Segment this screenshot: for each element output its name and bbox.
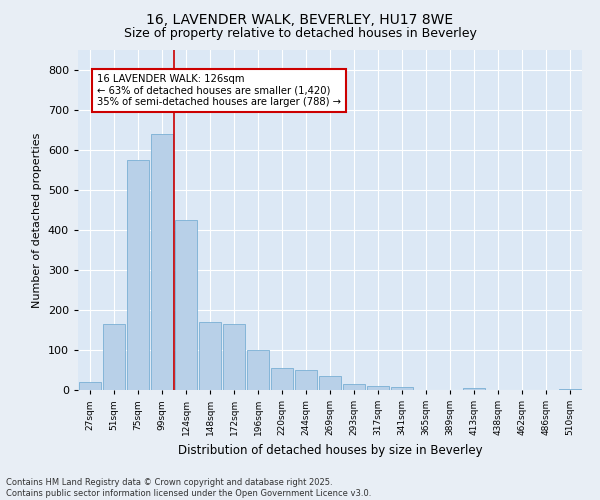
Bar [199,322,221,390]
Bar [391,387,413,390]
X-axis label: Distribution of detached houses by size in Beverley: Distribution of detached houses by size … [178,444,482,456]
Y-axis label: Number of detached properties: Number of detached properties [32,132,42,308]
Bar [247,350,269,390]
Text: Size of property relative to detached houses in Beverley: Size of property relative to detached ho… [124,28,476,40]
Bar [271,368,293,390]
Bar [319,376,341,390]
Text: 16 LAVENDER WALK: 126sqm
← 63% of detached houses are smaller (1,420)
35% of sem: 16 LAVENDER WALK: 126sqm ← 63% of detach… [97,74,341,107]
Bar [295,370,317,390]
Bar [175,220,197,390]
Bar [79,382,101,390]
Bar [127,160,149,390]
Text: 16, LAVENDER WALK, BEVERLEY, HU17 8WE: 16, LAVENDER WALK, BEVERLEY, HU17 8WE [146,12,454,26]
Bar [151,134,173,390]
Bar [223,324,245,390]
Bar [367,386,389,390]
Bar [343,384,365,390]
Bar [559,389,581,390]
Bar [103,324,125,390]
Text: Contains HM Land Registry data © Crown copyright and database right 2025.
Contai: Contains HM Land Registry data © Crown c… [6,478,371,498]
Bar [463,388,485,390]
